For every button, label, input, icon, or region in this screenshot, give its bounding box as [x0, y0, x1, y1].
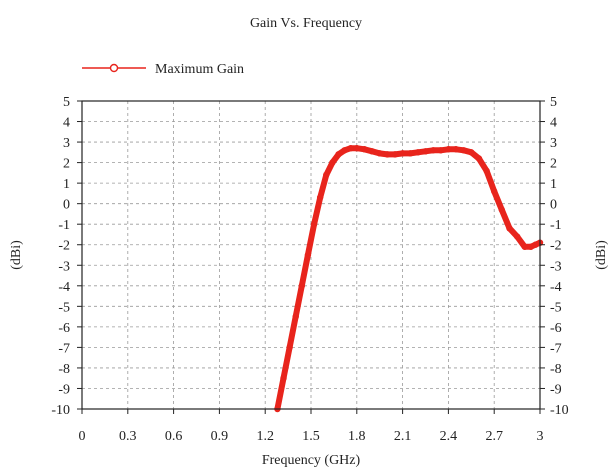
data-point [347, 145, 354, 152]
data-point [399, 150, 406, 157]
data-point [323, 171, 330, 179]
data-point [422, 148, 429, 155]
data-point [353, 145, 360, 152]
x-tick-label: 2.4 [440, 429, 458, 444]
y-tick-label-right: -7 [550, 341, 562, 356]
y-tick-label-right: 3 [550, 136, 557, 151]
data-point [407, 150, 414, 157]
data-point [452, 146, 460, 153]
y-tick-label-right: -10 [550, 403, 569, 418]
data-point [468, 149, 475, 156]
data-point [498, 206, 506, 214]
y-tick-label-left: -6 [58, 321, 70, 336]
x-tick-label: 0 [79, 429, 86, 444]
y-tick-label-right: -5 [550, 300, 562, 315]
data-point [475, 155, 483, 162]
y-tick-label-left: -9 [58, 382, 70, 397]
x-tick-label: 1.5 [302, 429, 320, 444]
x-tick-label: 2.1 [394, 429, 412, 444]
y-tick-label-left: -7 [58, 341, 70, 356]
data-point [491, 188, 498, 195]
y-tick-label-left: -1 [58, 218, 70, 233]
data-point [292, 313, 299, 320]
y-tick-label-left: -8 [58, 362, 70, 377]
y-axis-left-ticks: 5 4 3 2 1 0 -1 -2 -3 -4 -5 -6 -7 -8 -9 -10 [51, 95, 82, 418]
y-tick-label-left: 3 [63, 136, 70, 151]
data-point [304, 251, 312, 259]
legend-swatch-marker [109, 63, 119, 73]
x-tick-label: 1.2 [256, 429, 274, 444]
x-axis-label: Frequency (GHz) [262, 453, 361, 468]
y-tick-label-left: 2 [63, 157, 70, 172]
data-point [341, 147, 348, 154]
y-tick-label-right: 4 [550, 116, 557, 131]
data-point [437, 147, 444, 154]
y-tick-label-left: 1 [63, 177, 70, 192]
y-tick-label-right: 5 [550, 95, 557, 110]
y-tick-label-right: -6 [550, 321, 562, 336]
data-point [335, 151, 342, 158]
x-tick-label: 1.8 [348, 429, 366, 444]
y-tick-label-right: -3 [550, 259, 562, 274]
data-point [391, 151, 399, 158]
x-tick-label: 2.7 [485, 429, 503, 444]
data-point [280, 375, 287, 382]
y-tick-label-left: -3 [58, 259, 70, 274]
data-point [316, 194, 324, 201]
x-tick-label: 0.6 [165, 429, 183, 444]
series-maximum-gain [274, 145, 544, 413]
data-point [506, 225, 513, 232]
chart-title: Gain Vs. Frequency [250, 16, 362, 31]
y-axis-label-left: (dBi) [9, 240, 24, 270]
x-tick-label: 3 [537, 429, 544, 444]
y-tick-label-left: 4 [63, 116, 70, 131]
data-point [310, 221, 318, 228]
data-point [460, 147, 467, 154]
y-tick-label-left: -2 [58, 239, 70, 254]
y-tick-label-right: -9 [550, 382, 562, 397]
y-tick-label-right: 1 [550, 177, 557, 192]
legend: Maximum Gain [82, 62, 244, 77]
data-point [445, 146, 452, 153]
data-point [329, 159, 336, 166]
y-tick-label-left: 0 [63, 198, 70, 213]
y-tick-label-right: -2 [550, 239, 562, 254]
data-point [286, 344, 293, 351]
series-line [274, 145, 543, 412]
y-axis-right-ticks: 5 4 3 2 1 0 -1 -2 -3 -4 -5 -6 -7 -8 -9 -10 [540, 95, 569, 418]
x-tick-label: 0.3 [119, 429, 137, 444]
y-tick-label-right: -4 [550, 280, 562, 295]
data-point [361, 146, 368, 153]
data-point [521, 243, 528, 250]
data-point [483, 167, 490, 175]
y-tick-label-right: -1 [550, 218, 562, 233]
y-tick-label-left: -5 [58, 300, 70, 315]
data-point [376, 150, 383, 157]
x-axis-ticks: 0 0.3 0.6 0.9 1.2 1.5 1.8 2.1 2.4 2.7 3 [79, 409, 544, 444]
legend-label: Maximum Gain [155, 62, 244, 77]
data-point [513, 233, 521, 240]
data-point [368, 148, 376, 155]
y-tick-label-left: -10 [51, 403, 70, 418]
x-tick-label: 0.9 [211, 429, 229, 444]
y-tick-label-left: -4 [58, 280, 70, 295]
data-point [298, 282, 306, 289]
data-point [384, 151, 391, 158]
data-point [429, 147, 437, 154]
data-point [414, 149, 422, 156]
y-axis-label-right: (dBi) [594, 240, 609, 270]
y-tick-label-right: -8 [550, 362, 562, 377]
y-tick-label-right: 2 [550, 157, 557, 172]
y-tick-label-right: 0 [550, 198, 557, 213]
y-tick-label-left: 5 [63, 95, 70, 110]
